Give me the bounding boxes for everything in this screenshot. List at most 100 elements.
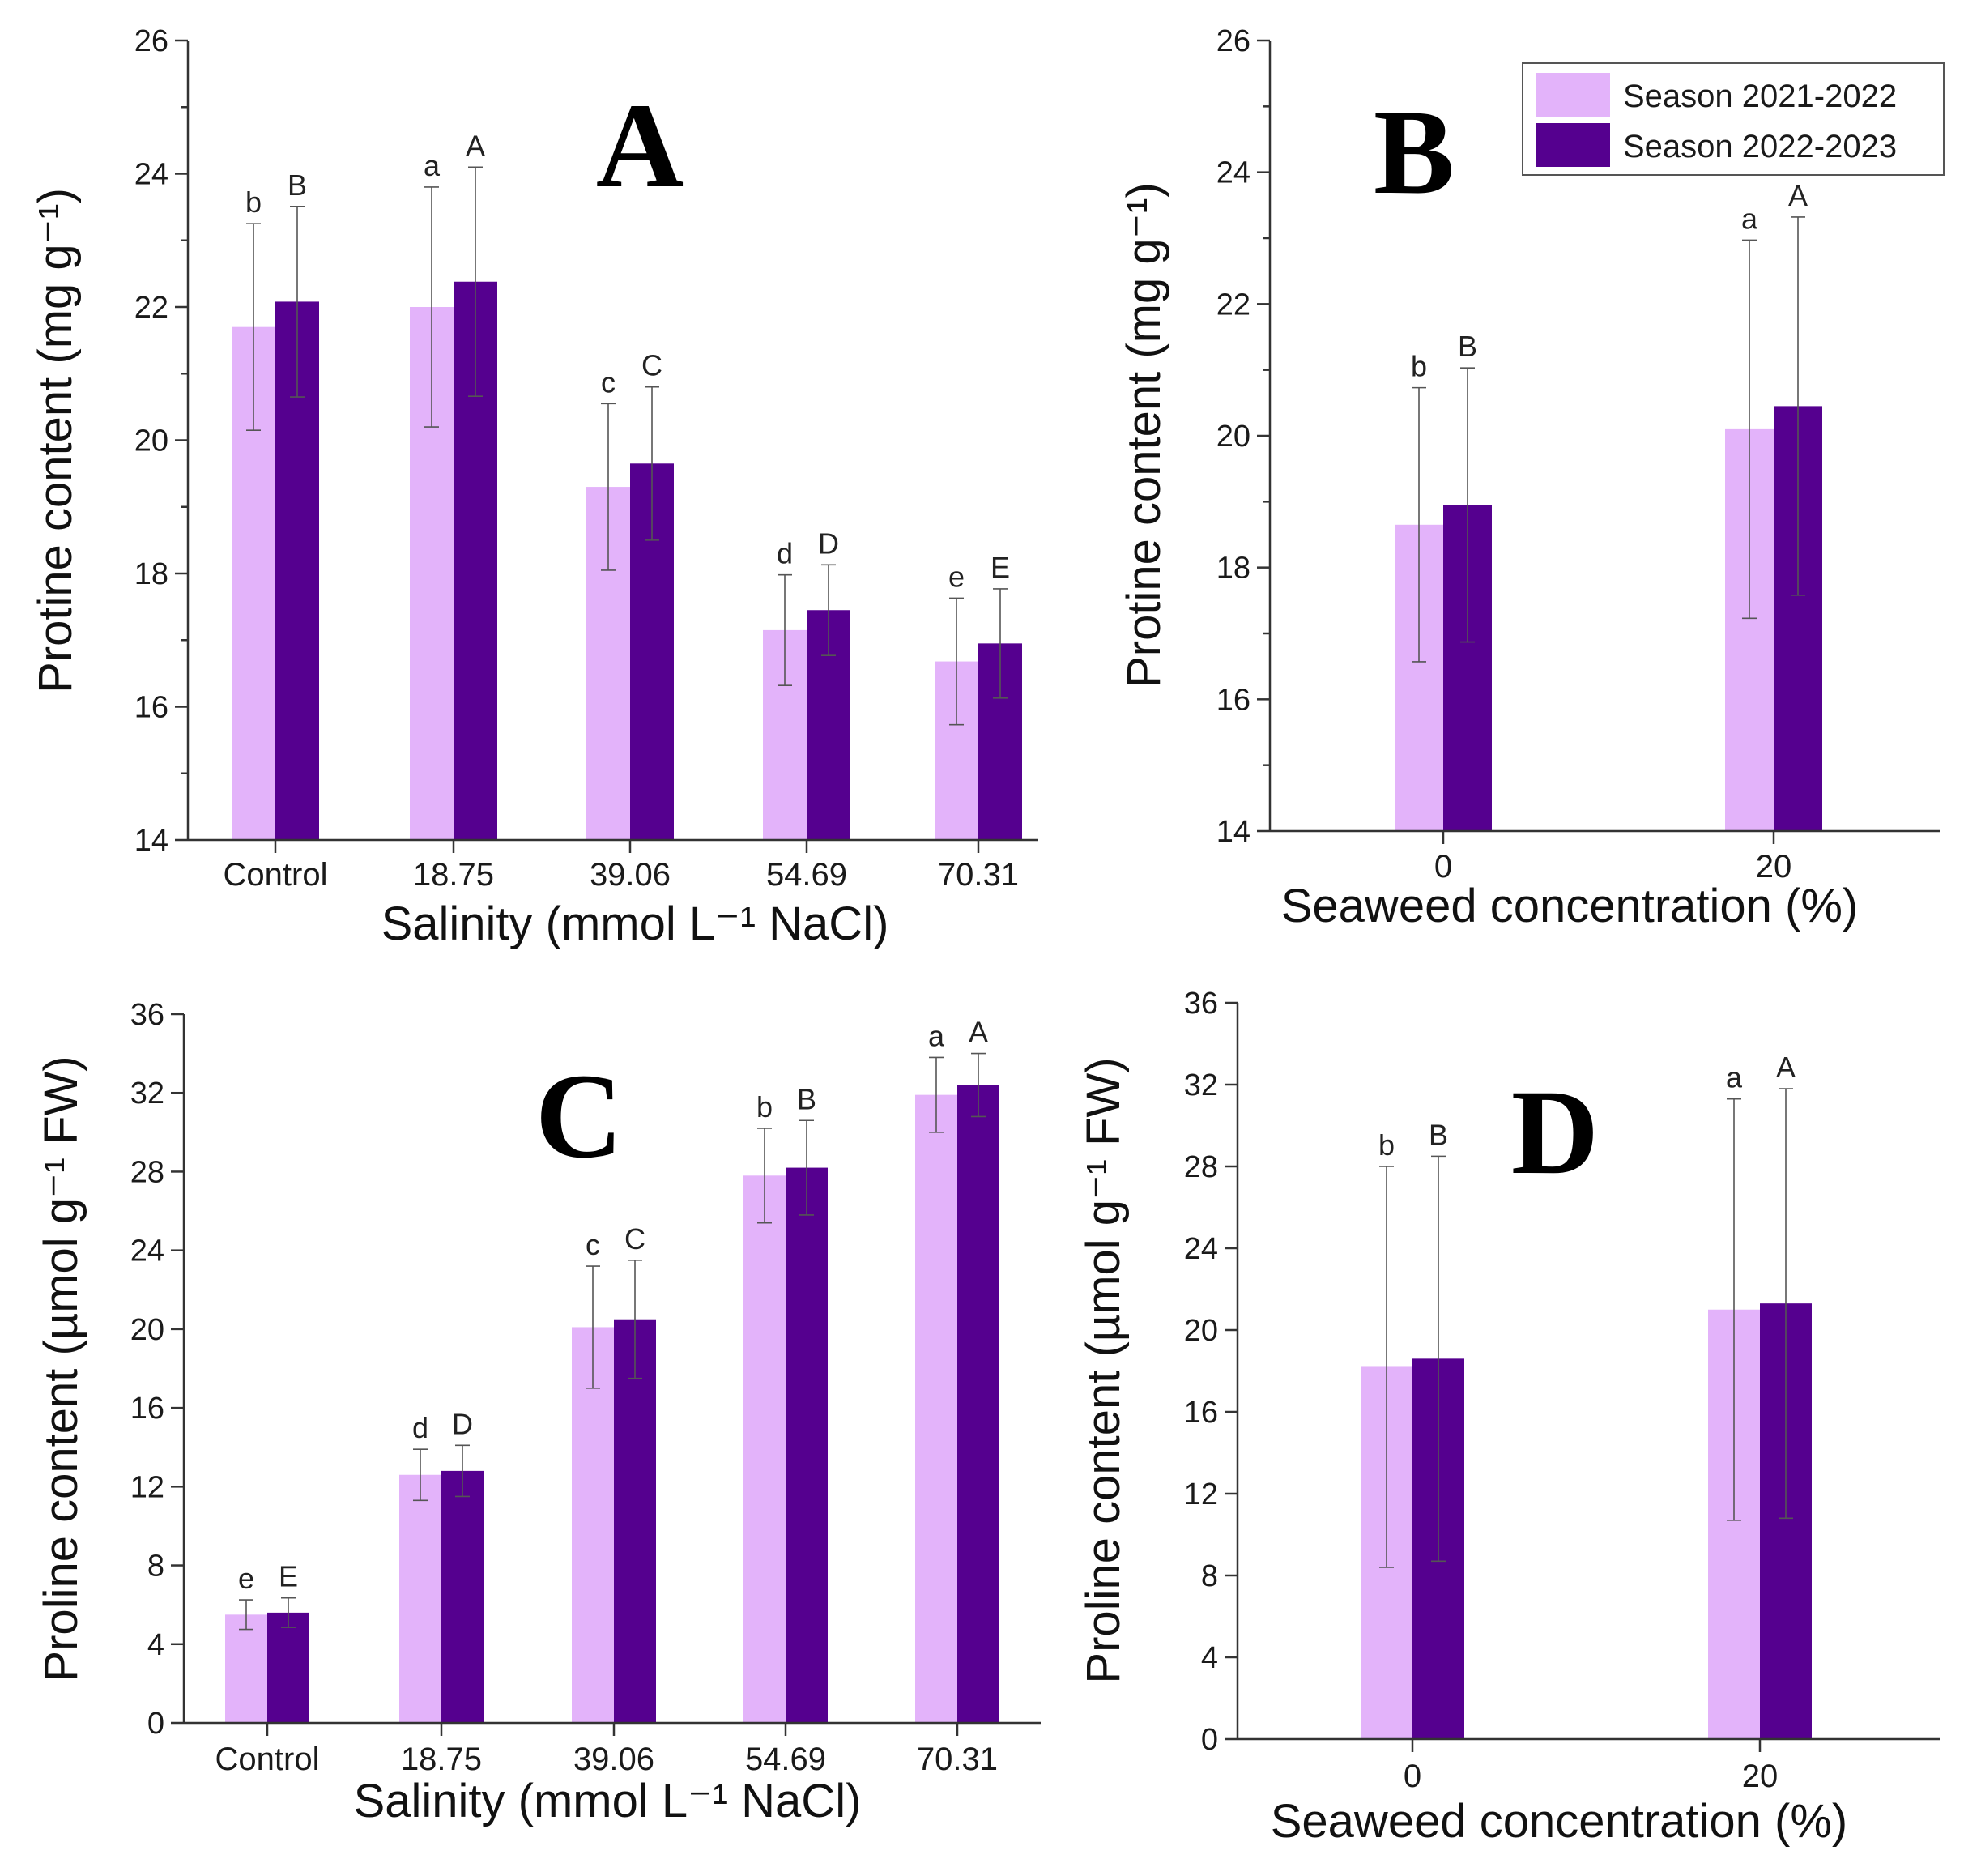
- y-tick-label-b-2: 18: [1216, 552, 1250, 586]
- y-axis-title-a: Protine content (mg g⁻¹): [29, 188, 82, 693]
- y-tick-label-c-5: 20: [130, 1313, 164, 1347]
- sig-letter-b-1-0: B: [1458, 330, 1477, 363]
- panel-letter-c: C: [535, 1049, 623, 1183]
- y-tick-label-a-6: 26: [134, 24, 168, 58]
- sig-letter-c-1-2: C: [624, 1222, 645, 1256]
- y-tick-label-d-8: 32: [1184, 1068, 1218, 1102]
- sig-letter-a-0-3: d: [777, 537, 793, 570]
- y-tick-label-a-4: 22: [134, 291, 168, 325]
- y-tick-label-b-6: 26: [1216, 24, 1250, 58]
- y-tick-label-d-4: 16: [1184, 1396, 1218, 1430]
- legend-swatch-season-2022-2023: [1536, 123, 1610, 167]
- legend-swatch-season-2021-2022: [1536, 73, 1610, 117]
- bar-c-s1-2: [572, 1327, 614, 1723]
- y-tick-label-c-0: 0: [147, 1707, 164, 1741]
- sig-letter-d-0-1: a: [1726, 1061, 1743, 1094]
- x-tick-label-c-4: 70.31: [917, 1742, 998, 1777]
- y-tick-label-c-3: 12: [130, 1470, 164, 1504]
- sig-letter-b-1-1: A: [1788, 179, 1808, 212]
- sig-letter-c-0-2: c: [586, 1228, 600, 1261]
- y-tick-label-d-2: 8: [1201, 1559, 1218, 1593]
- bar-c-s1-0: [225, 1614, 267, 1723]
- y-tick-label-a-2: 18: [134, 557, 168, 591]
- panel-letter-b: B: [1374, 85, 1455, 220]
- legend: Season 2021-2022 Season 2022-2023: [1522, 62, 1945, 176]
- bar-c-s1-1: [399, 1474, 441, 1723]
- bar-c-s2-2: [614, 1319, 656, 1723]
- sig-letter-d-0-0: b: [1378, 1128, 1395, 1162]
- sig-letter-a-1-3: D: [818, 527, 839, 560]
- y-tick-label-d-5: 20: [1184, 1314, 1218, 1348]
- y-tick-label-c-2: 8: [147, 1550, 164, 1584]
- x-tick-label-d-1: 20: [1742, 1759, 1779, 1794]
- y-tick-label-d-1: 4: [1201, 1641, 1218, 1675]
- y-axis-title-c: Proline content (µmol g⁻¹ FW): [35, 1055, 87, 1682]
- y-tick-label-d-0: 0: [1201, 1723, 1218, 1757]
- y-tick-label-b-4: 22: [1216, 288, 1250, 322]
- y-tick-label-b-3: 20: [1216, 420, 1250, 454]
- x-tick-label-d-0: 0: [1404, 1759, 1421, 1794]
- x-tick-label-c-0: Control: [215, 1742, 320, 1777]
- x-axis-title-d: Seaweed concentration (%): [1271, 1795, 1848, 1848]
- sig-letter-c-0-1: d: [412, 1411, 428, 1444]
- y-tick-label-d-9: 36: [1184, 987, 1218, 1021]
- sig-letter-a-1-4: E: [991, 551, 1010, 584]
- y-tick-label-c-9: 36: [130, 998, 164, 1032]
- sig-letter-a-0-4: e: [948, 560, 965, 593]
- bar-c-s2-4: [957, 1085, 999, 1723]
- sig-letter-a-1-1: A: [466, 129, 485, 162]
- sig-letter-a-1-0: B: [288, 168, 307, 202]
- sig-letter-a-1-2: C: [641, 349, 662, 382]
- sig-letter-c-1-3: B: [797, 1082, 816, 1115]
- y-tick-label-c-4: 16: [130, 1392, 164, 1426]
- y-tick-label-a-5: 24: [134, 158, 168, 192]
- x-tick-label-a-4: 70.31: [938, 857, 1019, 893]
- sig-letter-b-0-1: a: [1741, 202, 1758, 235]
- bar-c-s1-3: [743, 1175, 786, 1723]
- x-tick-label-b-0: 0: [1434, 849, 1452, 885]
- sig-letter-c-0-4: a: [928, 1019, 945, 1052]
- panel-a: b a c d e B A C D E 14 16 18 20 22 24 26 Control 18.75 39.0…: [29, 24, 1038, 950]
- bar-c-s2-0: [267, 1612, 309, 1723]
- panel-letter-a: A: [596, 79, 684, 213]
- y-tick-label-c-7: 28: [130, 1155, 164, 1189]
- x-tick-label-c-3: 54.69: [745, 1742, 826, 1777]
- x-axis-title-a: Salinity (mmol L⁻¹ NaCl): [381, 897, 889, 950]
- y-axis-title-d: Proline content (µmol g⁻¹ FW): [1077, 1057, 1130, 1683]
- sig-letter-d-1-1: A: [1776, 1051, 1796, 1084]
- bar-c-s1-4: [915, 1094, 957, 1723]
- x-tick-label-a-0: Control: [224, 857, 328, 893]
- y-tick-label-c-8: 32: [130, 1077, 164, 1111]
- x-tick-label-c-1: 18.75: [401, 1742, 482, 1777]
- sig-letter-a-0-1: a: [424, 149, 441, 182]
- sig-letter-a-0-0: b: [245, 185, 262, 219]
- y-tick-label-c-6: 24: [130, 1234, 164, 1268]
- legend-label-season-2021-2022: Season 2021-2022: [1623, 79, 1897, 114]
- sig-letter-c-1-4: A: [969, 1016, 988, 1049]
- y-tick-label-b-1: 16: [1216, 683, 1250, 717]
- sig-letter-c-0-3: b: [756, 1090, 773, 1123]
- y-tick-label-b-5: 24: [1216, 156, 1250, 190]
- x-tick-label-b-1: 20: [1756, 849, 1792, 885]
- y-tick-label-d-7: 28: [1184, 1150, 1218, 1184]
- y-axis-title-b: Protine content (mg g⁻¹): [1118, 182, 1170, 688]
- y-tick-label-d-3: 12: [1184, 1477, 1218, 1511]
- y-tick-label-c-1: 4: [147, 1628, 164, 1662]
- legend-label-season-2022-2023: Season 2022-2023: [1623, 129, 1897, 164]
- x-tick-label-a-2: 39.06: [590, 857, 671, 893]
- x-tick-label-a-3: 54.69: [766, 857, 847, 893]
- bar-c-s2-3: [786, 1167, 828, 1723]
- sig-letter-a-0-2: c: [601, 365, 616, 399]
- x-axis-title-b: Seaweed concentration (%): [1281, 880, 1859, 932]
- y-tick-label-a-1: 16: [134, 691, 168, 725]
- sig-letter-c-1-1: D: [452, 1407, 473, 1440]
- panel-c: e d c b a E D C B A 0 4 8 12 16 20 24 28 32 36 Control 18.75 3…: [35, 998, 1041, 1827]
- x-axis-title-c: Salinity (mmol L⁻¹ NaCl): [354, 1775, 862, 1827]
- x-tick-label-c-2: 39.06: [573, 1742, 654, 1777]
- y-tick-label-d-6: 24: [1184, 1232, 1218, 1266]
- bar-c-s2-1: [441, 1470, 484, 1723]
- x-tick-label-a-1: 18.75: [413, 857, 494, 893]
